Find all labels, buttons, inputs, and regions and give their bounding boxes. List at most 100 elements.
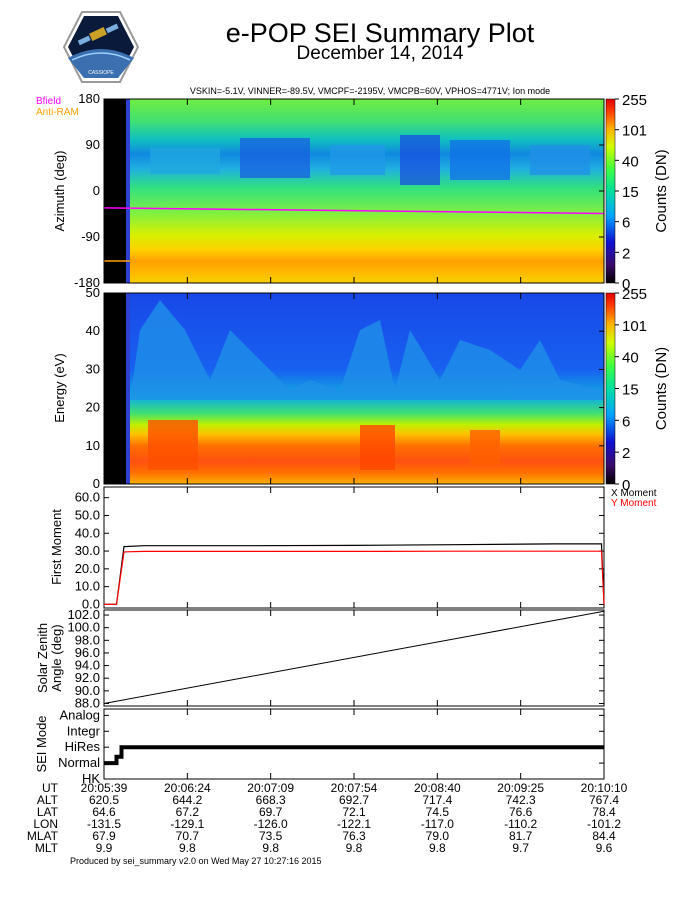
y-moment-line	[104, 550, 605, 606]
orbit-cell: 69.7	[259, 805, 283, 819]
azimuth-no-data	[104, 99, 126, 283]
azimuth-colorbar-label: 0	[622, 276, 630, 293]
orbit-cell: 9.7	[512, 841, 529, 855]
energy-colorbar-label: 6	[622, 413, 630, 430]
energy-ytick-label: 30	[86, 361, 100, 376]
orbit-cell: 67.2	[176, 805, 200, 819]
orbit-cell: -126.0	[254, 817, 288, 831]
energy-ytick-label: 50	[86, 285, 100, 300]
orbit-row-label: MLT	[35, 841, 59, 855]
orbit-cell: 20:06:24	[164, 781, 211, 795]
orbit-cell: 767.4	[589, 793, 619, 807]
sei-mode-line	[104, 745, 604, 766]
orbit-cell: 20:07:54	[331, 781, 378, 795]
azimuth-ytick-label: -90	[81, 229, 100, 244]
energy-ytick-label: 20	[86, 400, 100, 415]
energy-panel: 50 40 30 20 10 0 Energy (eV)	[52, 285, 605, 491]
first-moment-ytick-label: 50.0	[75, 507, 100, 522]
azimuth-ytick-label: 0	[93, 183, 100, 198]
orbit-cell: 20:10:10	[581, 781, 628, 795]
legend-y-moment: Y Moment	[611, 498, 657, 509]
sei-mode-ytick-label: Analog	[60, 707, 100, 722]
solar-zenith-ytick-label: 90.0	[75, 683, 100, 698]
energy-ylabel: Energy (eV)	[52, 353, 67, 422]
orbit-cell: 76.3	[342, 829, 366, 843]
sei-mode-ytick-label: HK	[82, 771, 100, 786]
orbit-cell: 20:05:39	[81, 781, 128, 795]
energy-colorbar-title: Counts (DN)	[653, 347, 670, 430]
solar-zenith-ylabel: Solar ZenithAngle (deg)	[35, 623, 64, 693]
orbit-cell: 9.6	[596, 841, 613, 855]
orbit-row-label: LAT	[37, 805, 59, 819]
azimuth-bright-band	[150, 135, 590, 185]
solar-zenith-ytick-label: 88.0	[75, 695, 100, 710]
orbit-cell: 20:09:25	[497, 781, 544, 795]
orbit-cell: 79.0	[426, 829, 450, 843]
first-moment-ytick-label: 60.0	[75, 490, 100, 505]
orbit-cell: -110.2	[504, 817, 537, 831]
azimuth-ytick-label: -180	[74, 275, 100, 290]
orbit-cell: -129.1	[170, 817, 204, 831]
sei-mode-ytick-label: HiRes	[65, 739, 101, 754]
orbit-cell: 9.8	[262, 841, 279, 855]
azimuth-panel: 180 90 0 -90 -180 Azimuth (deg)	[52, 91, 605, 290]
azimuth-colorbar-label: 255	[622, 92, 647, 109]
orbit-cell: 742.3	[506, 793, 536, 807]
orbit-cell: 81.7	[509, 829, 533, 843]
azimuth-colorbar: 255 101 40 15 6 2 0 Counts (DN)	[605, 92, 670, 293]
azimuth-ytick-label: 90	[86, 137, 100, 152]
orbit-cell: -101.2	[587, 817, 621, 831]
orbit-cell: 620.5	[89, 793, 119, 807]
sei-mode-ytick-label: Integr	[67, 723, 101, 738]
orbit-cell: 72.1	[342, 805, 366, 819]
solar-zenith-line	[103, 610, 605, 704]
first-moment-ytick-label: 20.0	[75, 561, 100, 576]
azimuth-ylabel: Azimuth (deg)	[52, 151, 67, 232]
azimuth-colorbar-title: Counts (DN)	[653, 149, 670, 232]
azimuth-ytick-label: 180	[78, 91, 100, 106]
orbit-cell: 67.9	[92, 829, 116, 843]
orbit-cell: 73.5	[259, 829, 283, 843]
orbit-cell: -117.0	[421, 817, 454, 831]
bfield-line	[103, 207, 605, 215]
orbit-cell: 9.8	[346, 841, 363, 855]
first-moment-ytick-label: 0.0	[82, 596, 100, 611]
solar-zenith-ytick-label: 98.0	[75, 632, 100, 647]
solar-zenith-ytick-label: 96.0	[75, 645, 100, 660]
energy-ytick-label: 0	[93, 476, 100, 491]
energy-colorbar-label: 2	[622, 445, 630, 462]
energy-colorbar: 255 101 40 15 6 2 0 Counts (DN)	[605, 286, 670, 494]
orbit-cell: 64.6	[92, 805, 116, 819]
first-moment-ytick-label: 10.0	[75, 579, 100, 594]
orbit-row-label: ALT	[37, 793, 59, 807]
orbit-cell: 74.5	[426, 805, 450, 819]
azimuth-colorbar-label: 2	[622, 245, 630, 262]
svg-text:CASSIOPE: CASSIOPE	[88, 70, 114, 76]
legend-antiram: Anti-RAM	[36, 107, 79, 118]
orbit-cell: 9.9	[96, 841, 113, 855]
azimuth-colorbar-label: 40	[622, 153, 639, 170]
azimuth-colorbar-label: 15	[622, 184, 639, 201]
orbit-cell: 668.3	[256, 793, 286, 807]
orbit-cell: 20:08:40	[414, 781, 461, 795]
footer-produced-by: Produced by sei_summary v2.0 on Wed May …	[70, 856, 322, 866]
orbit-cell: 20:07:09	[247, 781, 294, 795]
orbit-cell: 78.4	[592, 805, 616, 819]
energy-ytick-label: 10	[86, 438, 100, 453]
solar-zenith-ytick-label: 92.0	[75, 670, 100, 685]
first-moment-panel: 60.0 50.0 40.0 30.0 20.0 10.0 0.0 First Moment	[49, 486, 605, 611]
orbit-row-label: UT	[42, 781, 59, 795]
energy-spikes	[130, 300, 604, 470]
legend-bfield: Bfield	[36, 96, 62, 107]
orbit-cell: 692.7	[339, 793, 369, 807]
orbit-row-label: LON	[33, 817, 58, 831]
orbit-cell: 84.4	[592, 829, 616, 843]
orbit-cell: 9.8	[179, 841, 196, 855]
energy-colorbar-label: 40	[622, 350, 639, 367]
first-moment-ytick-label: 30.0	[75, 543, 100, 558]
energy-no-data	[104, 293, 126, 484]
